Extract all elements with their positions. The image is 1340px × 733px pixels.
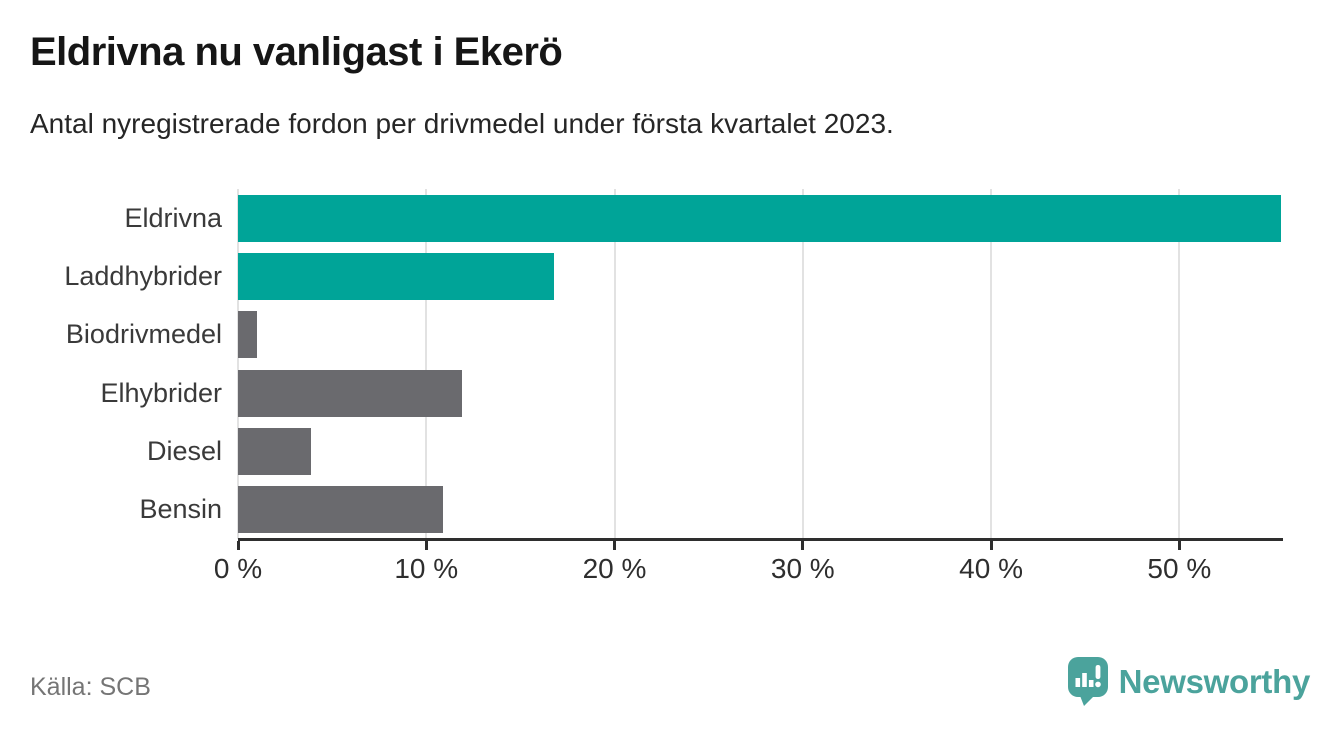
category-label-eldrivna: Eldrivna xyxy=(124,202,222,233)
gridline-50 xyxy=(1178,189,1181,539)
source-note: Källa: SCB xyxy=(30,673,151,701)
gridline-10 xyxy=(425,189,428,539)
x-axis-tick-30 xyxy=(801,541,805,550)
x-axis-line xyxy=(238,538,1283,541)
gridline-30 xyxy=(801,189,804,539)
bar-eldrivna xyxy=(238,194,1281,242)
y-axis-category-labels: Eldrivna Laddhybrider Biodrivmedel Elhybrid… xyxy=(0,189,222,539)
x-axis-tick-0 xyxy=(236,541,240,550)
bar-laddhybrider xyxy=(238,253,555,300)
plot-area xyxy=(237,189,1281,539)
x-axis-tick-label-0: 0 % xyxy=(213,553,263,584)
x-axis-tick-50 xyxy=(1177,541,1181,550)
x-axis-tick-label-40: 40 % xyxy=(959,553,1023,584)
x-axis-tick-label-30: 30 % xyxy=(770,553,835,584)
bar-bensin xyxy=(238,486,444,534)
bar-elhybrider xyxy=(238,369,463,417)
brand-wordmark: Newsworthy xyxy=(1118,662,1311,700)
bar-diesel xyxy=(238,428,312,475)
category-label-bensin: Bensin xyxy=(139,494,222,525)
gridline-20 xyxy=(613,189,616,539)
chart-title: Eldrivna nu vanligast i Ekerö xyxy=(30,30,563,74)
brand-footer: Newsworthy xyxy=(1067,657,1311,706)
x-axis-tick-40 xyxy=(989,541,993,550)
category-label-biodrivmedel: Biodrivmedel xyxy=(65,319,222,350)
x-axis-tick-label-20: 20 % xyxy=(582,553,647,584)
bar-biodrivmedel xyxy=(238,311,257,359)
category-label-diesel: Diesel xyxy=(146,435,222,466)
x-axis-tick-label-50: 50 % xyxy=(1147,553,1212,584)
gridline-0 xyxy=(237,189,239,539)
category-label-elhybrider: Elhybrider xyxy=(100,377,222,408)
category-label-laddhybrider: Laddhybrider xyxy=(64,260,222,291)
x-axis-tick-label-10: 10 % xyxy=(394,553,459,584)
x-axis-tick-10 xyxy=(424,541,428,550)
x-axis-tick-20 xyxy=(613,541,617,550)
chart-subtitle: Antal nyregistrerade fordon per drivmede… xyxy=(30,108,894,139)
newsworthy-logo-icon xyxy=(1067,657,1108,706)
gridline-40 xyxy=(990,189,993,539)
